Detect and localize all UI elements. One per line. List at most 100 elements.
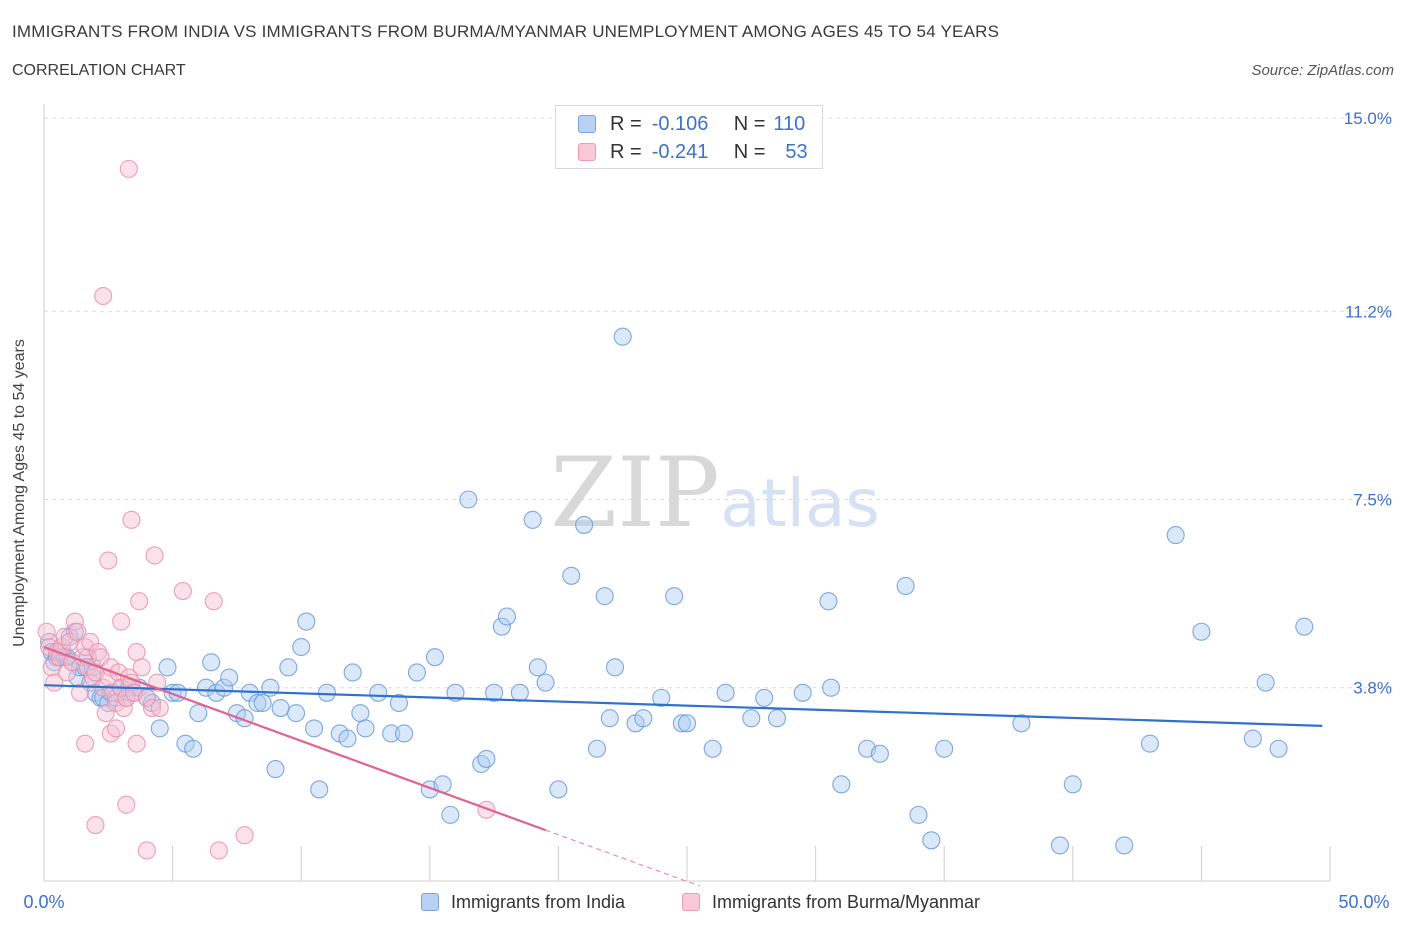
burma-point: [150, 699, 169, 718]
india-point: [343, 663, 362, 682]
series-legend-burma: Immigrants from Burma/Myanmar: [682, 889, 980, 915]
burma-point: [145, 546, 164, 565]
burma-point: [122, 510, 141, 529]
india-point: [189, 704, 208, 723]
india-point: [677, 714, 697, 733]
india-point: [909, 805, 928, 824]
y-tick-label: 11.2%: [1345, 302, 1392, 321]
watermark: ZIP atlas: [550, 437, 879, 549]
burma-trend-line: [43, 645, 546, 832]
burma-point: [204, 592, 223, 611]
india-point: [158, 658, 177, 677]
chart-subtitle: CORRELATION CHART: [12, 62, 186, 79]
legend-row-burma: R = -0.241 N = 53: [578, 139, 808, 165]
burma-point: [117, 795, 136, 814]
india-point: [1243, 729, 1262, 748]
india-point: [492, 617, 511, 636]
india-point: [634, 709, 653, 728]
india-point: [935, 739, 954, 758]
legend-row-india: R = -0.106 N = 110: [578, 111, 805, 137]
india-point: [605, 658, 625, 677]
burma-point: [88, 643, 108, 662]
burma-point: [130, 592, 149, 611]
india-point: [595, 587, 614, 606]
india-point: [351, 704, 370, 723]
india-point: [896, 576, 915, 596]
india-swatch: [578, 115, 596, 133]
india-point: [305, 719, 324, 738]
india-point: [271, 699, 290, 718]
y-tick-label: 3.8%: [1353, 679, 1392, 698]
burma-point: [94, 286, 113, 306]
india-point: [1269, 739, 1288, 758]
burma-point: [209, 841, 228, 860]
india-point: [1115, 836, 1134, 855]
india-point: [338, 729, 357, 748]
burma-point: [132, 658, 151, 677]
india-point: [150, 719, 169, 738]
india-point: [279, 658, 298, 677]
india-point: [703, 739, 722, 758]
burma-point: [86, 815, 105, 835]
india-point: [459, 490, 478, 509]
india-point: [755, 688, 774, 707]
india-point: [716, 683, 735, 702]
india-point: [870, 744, 889, 763]
legend-n-value-india: 110: [773, 112, 806, 135]
india-point: [821, 678, 841, 697]
india-points: [40, 327, 1314, 855]
india-point: [369, 683, 388, 702]
india-point: [1063, 775, 1082, 794]
legend-n-value-burma: 53: [785, 140, 808, 163]
india-point: [202, 653, 221, 672]
india-point: [106, 688, 126, 707]
india-point: [1050, 836, 1069, 855]
burma-swatch: [578, 143, 596, 161]
burma-point: [106, 719, 126, 738]
india-point: [562, 566, 581, 585]
india-point: [395, 724, 414, 743]
india-point: [485, 683, 504, 702]
india-point: [1166, 526, 1185, 545]
india-point: [1192, 622, 1211, 641]
india-point: [832, 775, 851, 794]
india-point: [266, 760, 285, 779]
india-point: [1012, 714, 1031, 733]
y-tick-label: 7.5%: [1353, 491, 1392, 510]
burma-trend-extension: [545, 829, 701, 887]
burma-point: [477, 800, 496, 819]
burma-point: [142, 699, 162, 718]
india-point: [441, 805, 460, 824]
india-point: [922, 831, 941, 850]
burma-point: [68, 622, 87, 641]
india-swatch: [421, 893, 439, 911]
india-point: [389, 693, 408, 713]
india-point: [549, 780, 568, 799]
india-point: [317, 683, 336, 702]
india-point: [575, 515, 594, 534]
india-point: [536, 673, 555, 692]
burma-swatch: [682, 893, 700, 911]
india-point: [665, 587, 684, 606]
india-point: [356, 719, 375, 738]
burma-point: [235, 826, 254, 845]
burma-point: [70, 683, 90, 702]
burma-point: [112, 612, 131, 631]
burma-point: [119, 159, 138, 178]
series-legend-burma-label: Immigrants from Burma/Myanmar: [712, 891, 981, 912]
india-point: [510, 683, 529, 702]
burma-points: [37, 159, 496, 860]
india-point: [767, 709, 787, 728]
series-legend: Immigrants from India Immigrants from Bu…: [0, 889, 1406, 915]
grid-lines: [44, 117, 1392, 689]
india-point: [472, 754, 491, 774]
india-point: [819, 592, 838, 611]
burma-point: [127, 643, 146, 662]
legend-n-label: N =: [733, 140, 766, 163]
stats-legend: R = -0.106 N = 110 R = -0.241 N = 53: [555, 105, 823, 169]
burma-point: [81, 632, 100, 651]
chart-title: IMMIGRANTS FROM INDIA VS IMMIGRANTS FROM…: [12, 22, 1000, 41]
india-point: [1256, 673, 1275, 692]
x-tick-label-max: 50.0%: [1338, 892, 1389, 912]
